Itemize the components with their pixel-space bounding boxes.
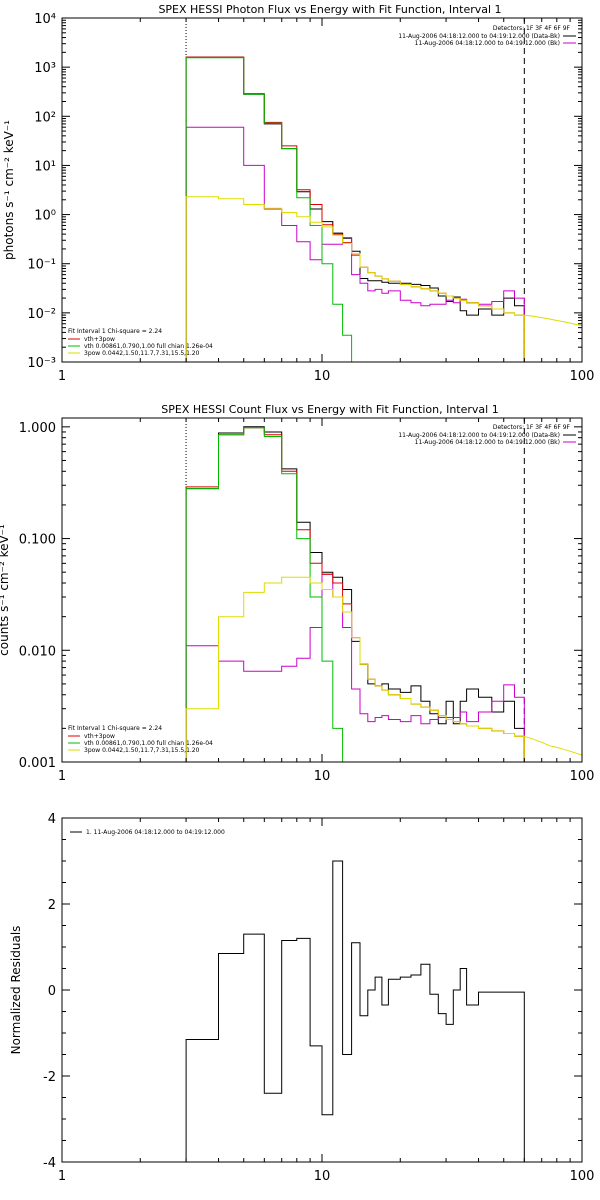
count-flux-panel: SPEX HESSI Count Flux vs Energy with Fit… bbox=[0, 403, 595, 784]
y-tick-label: 0.001 bbox=[19, 756, 56, 771]
y-tick-label: 0 bbox=[48, 984, 56, 999]
3pow-series bbox=[185, 196, 525, 362]
x-tick-label: 10 bbox=[314, 369, 331, 384]
y-tick-label: -4 bbox=[43, 1156, 56, 1171]
residuals-panel: Normalized Residuals 1. 11-Aug-2006 04:1… bbox=[9, 812, 594, 1184]
y-tick-label: 10⁻³ bbox=[27, 356, 56, 371]
3pow-series bbox=[185, 576, 525, 762]
photon-flux-ylabel: photons s⁻¹ cm⁻² keV⁻¹ bbox=[2, 120, 16, 260]
count-detectors-label: Detectors: 1F 3F 4F 6F 9F bbox=[493, 424, 571, 431]
y-tick-label: 0.100 bbox=[19, 533, 56, 548]
x-tick-label: 10 bbox=[314, 1169, 331, 1184]
y-tick-label: 1.000 bbox=[19, 421, 56, 436]
vth-series bbox=[185, 427, 525, 762]
count-legend-vth3pow-label: vth+3pow bbox=[84, 733, 115, 740]
count-flux-title: SPEX HESSI Count Flux vs Energy with Fit… bbox=[161, 403, 498, 416]
photon-flux-title: SPEX HESSI Photon Flux vs Energy with Fi… bbox=[158, 3, 501, 16]
x-tick-label: 100 bbox=[570, 769, 595, 784]
y-tick-label: 2 bbox=[48, 898, 56, 913]
x-tick-label: 1 bbox=[58, 1169, 66, 1184]
photon-detectors-label: Detectors: 1F 3F 4F 6F 9F bbox=[493, 25, 571, 32]
model-extension-line bbox=[524, 735, 582, 756]
y-tick-label: 10⁻¹ bbox=[27, 258, 56, 273]
x-tick-label: 1 bbox=[58, 369, 66, 384]
count-legend-bk-label: 11-Aug-2006 04:18:12.000 to 04:19:12.000… bbox=[415, 439, 560, 446]
photon-legend-vth-label: vth 0.00861,0.790,1.00 full chian 1.26e-… bbox=[84, 343, 213, 350]
y-tick-label: 4 bbox=[48, 812, 56, 827]
data-bk-series bbox=[185, 426, 525, 762]
photon-legend-bk-label: 11-Aug-2006 04:18:12.000 to 04:19:12.000… bbox=[415, 40, 560, 47]
plot-area bbox=[185, 18, 582, 362]
x-tick-label: 100 bbox=[570, 369, 595, 384]
x-tick-label: 100 bbox=[570, 1169, 595, 1184]
photon-legend-3pow-label: 3pow 0.0442,1.50,11.7,7.31,15.5,1.20 bbox=[84, 350, 200, 357]
count-flux-ylabel: counts s⁻¹ cm⁻² keV⁻¹ bbox=[0, 524, 11, 656]
y-tick-label: 10¹ bbox=[34, 159, 56, 174]
photon-flux-panel: SPEX HESSI Photon Flux vs Energy with Fi… bbox=[2, 3, 594, 384]
bk-series bbox=[185, 573, 525, 762]
y-tick-label: 10⁻² bbox=[27, 307, 56, 322]
count-legend-3pow-label: 3pow 0.0442,1.50,11.7,7.31,15.5,1.20 bbox=[84, 747, 200, 754]
x-tick-label: 1 bbox=[58, 769, 66, 784]
y-tick-label: 0.010 bbox=[19, 644, 56, 659]
photon-legend-vth3pow-label: vth+3pow bbox=[84, 336, 115, 343]
y-tick-label: 10³ bbox=[34, 61, 56, 76]
x-tick-label: 10 bbox=[314, 769, 331, 784]
y-tick-label: 10⁰ bbox=[34, 209, 56, 224]
y-tick-label: 10⁴ bbox=[34, 12, 56, 27]
plot-area bbox=[185, 860, 525, 1162]
photon-legend-data-label: 11-Aug-2006 04:18:12.000 to 04:19:12.000… bbox=[398, 33, 560, 40]
count-legend-vth-label: vth 0.00861,0.790,1.00 full chian 1.26e-… bbox=[84, 740, 213, 747]
residuals-series bbox=[185, 860, 525, 1162]
count-fit-header: Fit Interval 1 Chi-square = 2.24 bbox=[68, 725, 162, 732]
photon-fit-header: Fit Interval 1 Chi-square = 2.24 bbox=[68, 328, 162, 335]
y-tick-label: 10² bbox=[34, 110, 56, 125]
count-legend-data-label: 11-Aug-2006 04:18:12.000 to 04:19:12.000… bbox=[398, 432, 560, 439]
residuals-legend-label: 1. 11-Aug-2006 04:18:12.000 to 04:19:12.… bbox=[86, 829, 225, 836]
model-extension-line bbox=[524, 314, 582, 327]
residuals-ylabel: Normalized Residuals bbox=[9, 926, 23, 1055]
y-tick-label: -2 bbox=[43, 1070, 56, 1085]
plot-area bbox=[185, 418, 582, 762]
vth-series bbox=[185, 57, 525, 362]
